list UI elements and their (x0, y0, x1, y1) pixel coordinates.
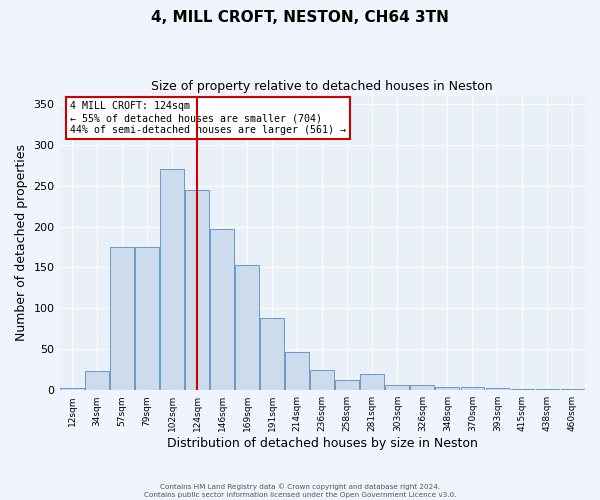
Y-axis label: Number of detached properties: Number of detached properties (15, 144, 28, 342)
Text: 4 MILL CROFT: 124sqm
← 55% of detached houses are smaller (704)
44% of semi-deta: 4 MILL CROFT: 124sqm ← 55% of detached h… (70, 102, 346, 134)
Bar (85, 372, 109, 390)
Text: Contains HM Land Registry data © Crown copyright and database right 2024.
Contai: Contains HM Land Registry data © Crown c… (144, 483, 456, 498)
Bar (135, 247, 159, 390)
Bar (235, 265, 259, 390)
Bar (286, 352, 309, 390)
Bar (310, 370, 334, 390)
Title: Size of property relative to detached houses in Neston: Size of property relative to detached ho… (151, 80, 493, 93)
Text: 4, MILL CROFT, NESTON, CH64 3TN: 4, MILL CROFT, NESTON, CH64 3TN (151, 10, 449, 25)
Bar (185, 190, 209, 390)
Bar (461, 387, 484, 390)
Bar (110, 247, 134, 390)
Bar (485, 388, 509, 390)
X-axis label: Distribution of detached houses by size in Neston: Distribution of detached houses by size … (167, 437, 478, 450)
Bar (60, 388, 84, 390)
Bar (536, 388, 559, 390)
Bar (361, 374, 384, 390)
Bar (335, 380, 359, 390)
Bar (511, 388, 535, 390)
Bar (560, 388, 584, 390)
Bar (410, 386, 434, 390)
Bar (160, 169, 184, 390)
Bar (436, 387, 459, 390)
Bar (260, 318, 284, 390)
Bar (385, 386, 409, 390)
Bar (210, 229, 234, 390)
